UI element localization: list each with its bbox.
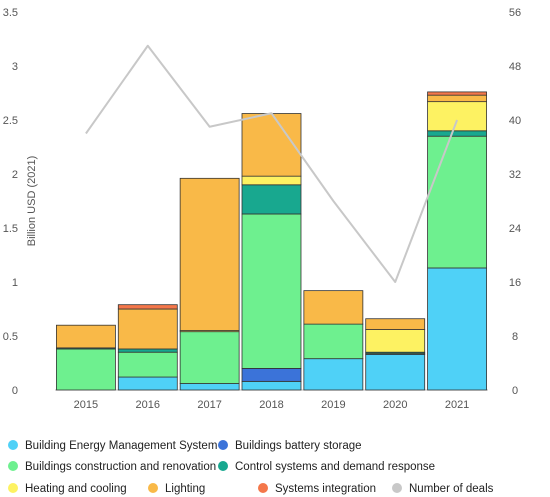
legend-label: Number of deals bbox=[409, 483, 494, 495]
legend-swatch bbox=[8, 461, 18, 471]
bar-segment bbox=[179, 383, 240, 391]
y2-tick-label: 0 bbox=[512, 385, 518, 397]
legend-label: Control systems and demand response bbox=[235, 461, 435, 473]
bar-segment bbox=[427, 94, 487, 103]
y2-tick-label: 48 bbox=[509, 61, 521, 73]
y-axis-label: Billion USD (2021) bbox=[26, 156, 38, 246]
bar-segment bbox=[303, 323, 364, 360]
bar-segment bbox=[303, 290, 364, 325]
y-tick-label: 3.5 bbox=[3, 7, 18, 19]
legend-swatch bbox=[8, 440, 18, 450]
x-tick-label: 2020 bbox=[383, 399, 407, 411]
legend-swatch bbox=[8, 483, 18, 493]
bar-segment bbox=[56, 324, 116, 349]
y2-tick-label: 56 bbox=[509, 7, 521, 19]
bar-segment bbox=[241, 380, 302, 391]
y-tick-label: 3 bbox=[12, 61, 18, 73]
legend-item: Control systems and demand response bbox=[218, 461, 435, 473]
bar-segment bbox=[427, 267, 487, 391]
legend-label: Building Energy Management System bbox=[25, 440, 217, 452]
bar-segment bbox=[365, 318, 426, 330]
y-tick-label: 2.5 bbox=[3, 115, 18, 127]
legend-label: Buildings battery storage bbox=[235, 440, 362, 452]
legend-swatch bbox=[258, 483, 268, 493]
deals-line-path bbox=[85, 44, 459, 283]
bar-segment bbox=[117, 304, 178, 310]
bar-segment bbox=[179, 177, 240, 332]
bar-segment bbox=[56, 348, 116, 391]
y-tick-label: 0.5 bbox=[3, 331, 18, 343]
x-tick-label: 2019 bbox=[321, 399, 345, 411]
legend-label: Systems integration bbox=[275, 483, 376, 495]
bar-segment bbox=[427, 135, 487, 269]
bar-segment bbox=[303, 358, 364, 391]
legend-swatch bbox=[148, 483, 158, 493]
x-tick-label: 2017 bbox=[197, 399, 221, 411]
y2-tick-label: 16 bbox=[509, 277, 521, 289]
legend-label: Buildings construction and renovation bbox=[25, 461, 216, 473]
x-tick-label: 2016 bbox=[136, 399, 160, 411]
y-tick-label: 2 bbox=[12, 169, 18, 181]
legend-swatch bbox=[218, 440, 228, 450]
bar-segment bbox=[241, 175, 302, 186]
tick-labels: 0 0.5 1 1.5 2 2.5 3 3.5 0 8 16 24 32 40 48 56 2015 2016 20… bbox=[3, 7, 521, 411]
bar-segment bbox=[427, 130, 487, 137]
y-tick-label: 0 bbox=[12, 385, 18, 397]
legend-item: Number of deals bbox=[392, 483, 494, 495]
legend-label: Lighting bbox=[165, 483, 205, 495]
bar-segment bbox=[365, 353, 426, 391]
bar-segment bbox=[427, 91, 487, 96]
legend-item: Buildings battery storage bbox=[218, 440, 362, 452]
bar-segment bbox=[117, 308, 178, 350]
x-tick-label: 2018 bbox=[259, 399, 283, 411]
bar-segment bbox=[241, 184, 302, 215]
y-tick-label: 1 bbox=[12, 277, 18, 289]
legend-swatch bbox=[218, 461, 228, 471]
bar-segment bbox=[117, 351, 178, 378]
legend-item: Building Energy Management System bbox=[8, 440, 217, 452]
legend-swatch bbox=[392, 483, 402, 493]
bar-segment bbox=[241, 113, 302, 177]
bar-segment bbox=[117, 348, 178, 353]
legend-item: Systems integration bbox=[258, 483, 376, 495]
y2-tick-label: 40 bbox=[509, 115, 521, 127]
y2-tick-label: 32 bbox=[509, 169, 521, 181]
y2-tick-label: 24 bbox=[509, 223, 521, 235]
y2-tick-label: 8 bbox=[512, 331, 518, 343]
legend-label: Heating and cooling bbox=[25, 483, 127, 495]
x-tick-label: 2021 bbox=[445, 399, 469, 411]
bar-segment bbox=[427, 101, 487, 132]
bars bbox=[56, 91, 487, 391]
legend-item: Heating and cooling bbox=[8, 483, 127, 495]
legend-item: Buildings construction and renovation bbox=[8, 461, 216, 473]
y-tick-label: 1.5 bbox=[3, 223, 18, 235]
bar-segment bbox=[241, 213, 302, 369]
legend: Building Energy Management System Buildin… bbox=[8, 440, 494, 495]
deals-line bbox=[85, 44, 459, 283]
x-tick-label: 2015 bbox=[74, 399, 98, 411]
bar-segment bbox=[117, 376, 178, 391]
bar-segment bbox=[365, 329, 426, 353]
legend-item: Lighting bbox=[148, 483, 205, 495]
bar-segment bbox=[241, 367, 302, 382]
bar-segment bbox=[179, 331, 240, 384]
